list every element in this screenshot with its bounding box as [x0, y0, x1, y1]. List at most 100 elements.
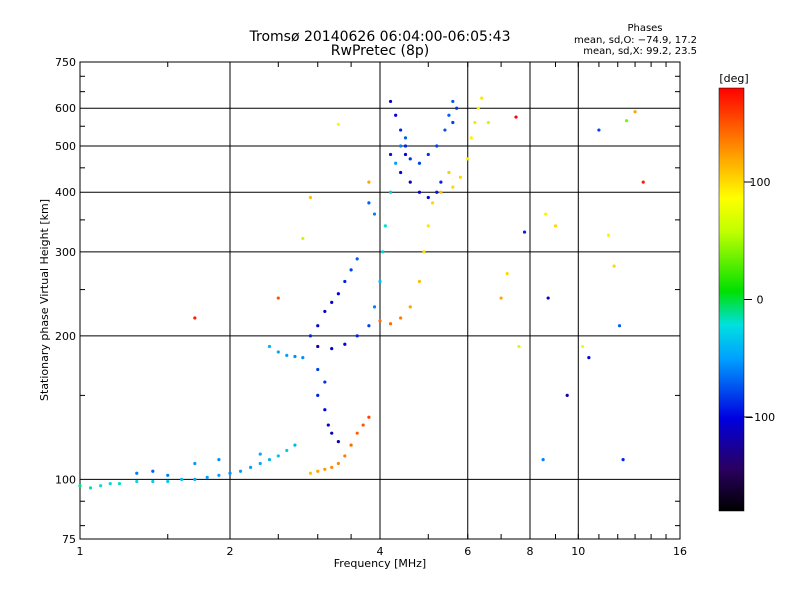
stats-o-mode: mean, sd,O: −74.9, 17.2: [574, 35, 697, 46]
data-point: [394, 161, 398, 165]
y-axis-ticks: 75 100 200 300 400 500 600 750: [55, 56, 680, 546]
data-point: [486, 120, 490, 125]
data-point: [316, 367, 320, 372]
data-point: [217, 458, 221, 462]
data-point: [323, 309, 327, 314]
data-point: [330, 300, 334, 305]
data-point: [180, 477, 184, 482]
data-point: [323, 380, 327, 384]
data-point: [151, 479, 155, 484]
data-point: [316, 324, 320, 328]
stats-x-mode: mean, sd,X: 99.2, 23.5: [583, 46, 697, 57]
data-point: [258, 461, 262, 466]
data-point: [336, 122, 340, 126]
grid-lines: [80, 62, 680, 539]
data-point: [308, 195, 313, 200]
x-axis-label: Frequency [MHz]: [334, 557, 426, 570]
y-tick-label: 200: [55, 330, 76, 343]
data-point: [117, 481, 122, 486]
data-point: [285, 353, 289, 357]
data-point: [249, 465, 253, 469]
colorbar: [718, 87, 745, 512]
x-tick-label: 6: [464, 545, 471, 558]
colorbar-ticks: 100 0 −100: [744, 176, 775, 424]
data-point: [451, 120, 455, 125]
data-point: [367, 180, 371, 184]
data-point: [135, 479, 139, 484]
data-point: [336, 440, 340, 444]
data-point: [301, 356, 305, 360]
data-point: [606, 233, 611, 237]
data-point: [451, 185, 455, 189]
data-point: [522, 230, 527, 234]
data-point: [621, 458, 625, 462]
data-point: [285, 448, 289, 453]
data-point: [217, 473, 221, 477]
data-point: [476, 106, 480, 110]
data-point: [193, 461, 197, 466]
data-point: [88, 486, 93, 490]
data-point: [541, 458, 545, 462]
data-point: [151, 469, 155, 473]
chart-title: Tromsø 20140626 06:04:00-06:05:43: [249, 29, 511, 45]
data-point: [301, 236, 305, 241]
x-axis-ticks: 1 2 4 6 8 10 16: [77, 62, 687, 558]
data-point: [166, 473, 170, 477]
data-point: [466, 157, 470, 161]
y-tick-label: 400: [55, 186, 76, 199]
data-point: [323, 467, 327, 471]
chart-subtitle: RwPretec (8p): [331, 43, 429, 59]
data-point: [355, 334, 359, 338]
data-point: [394, 113, 398, 117]
data-point: [469, 136, 473, 140]
data-point: [330, 431, 334, 435]
stats-heading: Phases: [627, 23, 662, 34]
data-point: [544, 212, 548, 216]
data-point: [403, 136, 408, 140]
data-point: [426, 195, 430, 200]
data-point: [293, 443, 297, 447]
y-tick-label: 100: [55, 473, 76, 486]
data-point: [135, 471, 139, 475]
data-point: [228, 471, 232, 475]
y-axis-label: Stationary phase Virtual Height [km]: [38, 199, 51, 401]
data-point: [367, 201, 371, 205]
x-tick-label: 10: [571, 545, 585, 558]
data-point: [447, 113, 451, 117]
y-tick-label: 600: [55, 102, 76, 115]
data-point: [267, 458, 272, 462]
data-point: [276, 454, 280, 458]
data-point: [617, 324, 622, 328]
y-tick-label: 750: [55, 56, 76, 69]
data-point: [399, 316, 403, 320]
x-tick-label: 1: [77, 545, 84, 558]
data-point: [388, 99, 393, 104]
data-point: [316, 344, 320, 349]
data-point: [308, 334, 313, 338]
data-point: [355, 431, 359, 435]
data-point: [383, 224, 387, 228]
data-point: [435, 190, 439, 194]
colorbar-tick-label: 0: [757, 294, 764, 307]
data-point: [372, 305, 377, 309]
data-point: [422, 250, 426, 254]
data-point: [349, 268, 353, 272]
data-point: [323, 408, 327, 412]
data-point: [417, 161, 422, 165]
data-point: [378, 279, 382, 284]
data-point: [451, 99, 455, 104]
data-point: [403, 152, 408, 157]
data-point: [443, 128, 447, 132]
data-point: [624, 119, 629, 123]
y-tick-label: 75: [62, 533, 76, 546]
x-tick-label: 16: [673, 545, 687, 558]
data-point: [633, 110, 637, 114]
data-point: [417, 279, 422, 284]
data-point: [426, 152, 430, 157]
data-point: [417, 190, 422, 194]
data-point: [435, 144, 439, 148]
x-tick-label: 2: [227, 545, 234, 558]
data-point: [78, 484, 82, 488]
data-point: [399, 170, 403, 175]
